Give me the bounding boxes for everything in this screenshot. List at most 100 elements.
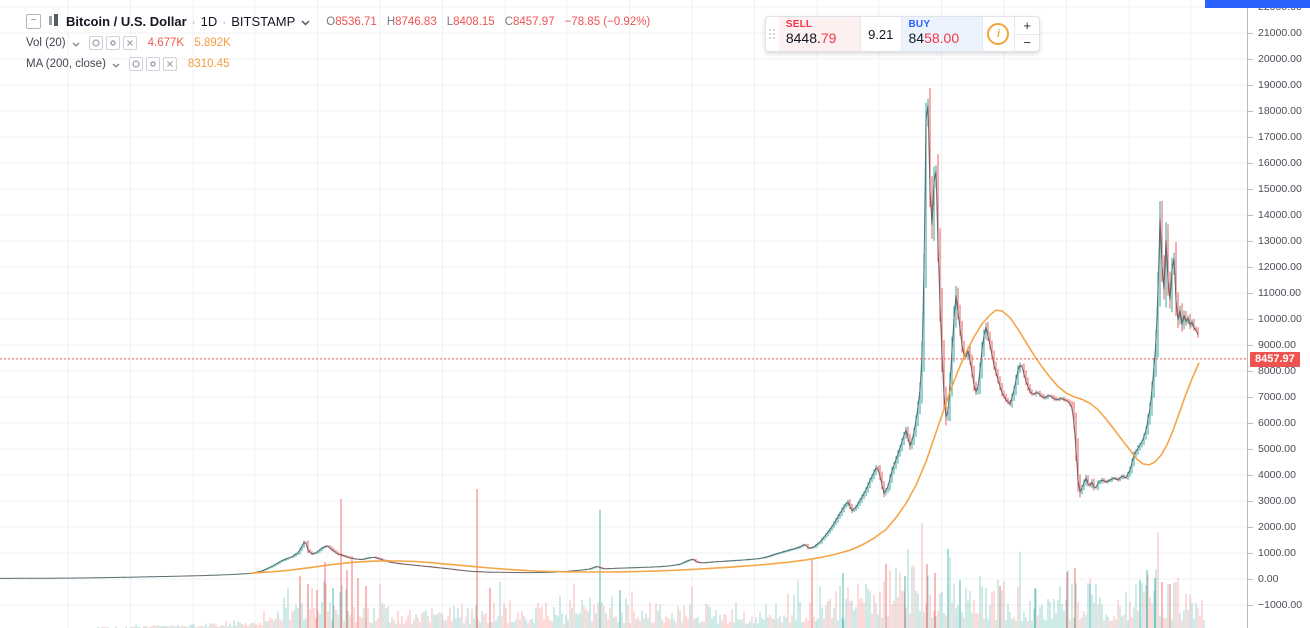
indicator-delete-icon[interactable] (162, 56, 177, 71)
sell-price: 8448.79 (785, 30, 837, 46)
price-tick-label: 5000.00 (1258, 443, 1296, 455)
ma-dropdown-caret-icon[interactable] (112, 55, 120, 73)
volume-indicator-actions (88, 35, 140, 50)
volume-ma-value: 5.892K (194, 36, 231, 49)
price-tick-label: 1000.00 (1258, 547, 1296, 559)
price-tick-label: 0.00 (1258, 573, 1279, 585)
indicator-settings-icon[interactable] (145, 56, 160, 71)
price-tick-label: 15000.00 (1258, 183, 1302, 195)
interval-label: 1D (200, 14, 218, 29)
open-label: O (326, 15, 336, 28)
price-tick-mark (1248, 241, 1253, 242)
price-tick-label: 20000.00 (1258, 53, 1302, 65)
volume-value: 4.677K (147, 36, 185, 49)
price-tick-mark (1248, 111, 1253, 112)
spread-value: 9.21 (860, 17, 901, 51)
sell-button[interactable]: SELL 8448.79 (778, 17, 860, 51)
price-tick-mark (1248, 345, 1253, 346)
price-tick-mark (1248, 137, 1253, 138)
decrease-quantity-button[interactable]: − (1023, 35, 1031, 51)
price-tick-label: 4000.00 (1258, 469, 1296, 481)
price-tick-mark (1248, 553, 1253, 554)
buy-sell-widget: SELL 8448.79 9.21 BUY 8458.00 i + − (765, 16, 1040, 52)
close-label: C (504, 15, 514, 28)
price-tick-mark (1248, 189, 1253, 190)
price-tick-mark (1248, 215, 1253, 216)
close-value: 8457.97 (513, 15, 555, 28)
symbol-title: Bitcoin / U.S. Dollar (66, 14, 187, 29)
high-value: 8746.83 (395, 15, 437, 28)
price-tick-label: 6000.00 (1258, 417, 1296, 429)
sell-label: SELL (785, 19, 813, 30)
price-tick-label: 18000.00 (1258, 105, 1302, 117)
indicator-delete-icon[interactable] (122, 35, 137, 50)
price-tick-mark (1248, 371, 1253, 372)
quantity-stepper: + − (1014, 17, 1039, 51)
change-value: −78.85 (−0.92%) (564, 15, 651, 28)
price-tick-mark (1248, 33, 1253, 34)
symbol-logo-icon (48, 13, 60, 31)
price-tick-label: 13000.00 (1258, 235, 1302, 247)
price-tick-mark (1248, 475, 1253, 476)
symbol-legend-row[interactable]: − Bitcoin / U.S. Dollar · 1D · BITSTAMP … (26, 11, 650, 32)
price-tick-mark (1248, 501, 1253, 502)
separator-dot: · (222, 14, 227, 29)
price-tick-label: 17000.00 (1258, 131, 1302, 143)
indicator-settings-icon[interactable] (105, 35, 120, 50)
low-label: L (446, 15, 454, 28)
price-tick-label: 7000.00 (1258, 391, 1296, 403)
ma-indicator-actions (128, 56, 180, 71)
widget-drag-handle[interactable] (766, 17, 779, 51)
price-tick-mark (1248, 605, 1253, 606)
volume-dropdown-caret-icon[interactable] (72, 34, 80, 52)
top-blue-bar (1205, 0, 1310, 8)
price-tick-mark (1248, 293, 1253, 294)
high-label: H (386, 15, 396, 28)
buy-price: 8458.00 (908, 30, 960, 46)
low-value: 8408.15 (453, 15, 495, 28)
trade-info-button[interactable]: i (981, 17, 1015, 51)
open-value: 8536.71 (335, 15, 377, 28)
price-tick-label: 14000.00 (1258, 209, 1302, 221)
symbol-dropdown-caret-icon[interactable] (301, 13, 310, 31)
separator-dot: · (191, 14, 196, 29)
volume-indicator-label: Vol (20) (26, 36, 66, 49)
current-price-tag: 8457.97 (1250, 352, 1300, 367)
price-tick-label: 19000.00 (1258, 79, 1302, 91)
price-tick-mark (1248, 423, 1253, 424)
indicator-visibility-icon[interactable] (128, 56, 143, 71)
price-tick-label: 9000.00 (1258, 339, 1296, 351)
price-tick-label: 3000.00 (1258, 495, 1296, 507)
price-tick-mark (1248, 267, 1253, 268)
ma-value: 8310.45 (187, 57, 230, 70)
buy-label: BUY (908, 19, 931, 30)
price-tick-label: 21000.00 (1258, 27, 1302, 39)
price-tick-mark (1248, 397, 1253, 398)
ma-indicator-label: MA (200, close) (26, 57, 106, 70)
price-tick-mark (1248, 163, 1253, 164)
price-tick-mark (1248, 527, 1253, 528)
chart-canvas[interactable] (0, 0, 1247, 628)
price-tick-label: 2000.00 (1258, 521, 1296, 533)
price-tick-label: 16000.00 (1258, 157, 1302, 169)
price-tick-label: −1000.00 (1258, 599, 1303, 611)
ohlc-values: O8536.71 H8746.83 L8408.15 C8457.97 −78.… (326, 16, 650, 28)
price-tick-label: 12000.00 (1258, 261, 1302, 273)
price-tick-mark (1248, 59, 1253, 60)
price-tick-mark (1248, 449, 1253, 450)
price-tick-mark (1248, 85, 1253, 86)
buy-button[interactable]: BUY 8458.00 (900, 17, 982, 51)
collapse-legend-icon[interactable]: − (26, 14, 41, 29)
price-tick-mark (1248, 319, 1253, 320)
price-tick-label: 8000.00 (1258, 365, 1296, 377)
ma-indicator-row[interactable]: MA (200, close) 8310.45 (26, 53, 650, 74)
exchange-label: BITSTAMP (231, 14, 296, 29)
price-axis[interactable]: 22000.0021000.0020000.0019000.0018000.00… (1247, 0, 1310, 628)
volume-indicator-row[interactable]: Vol (20) 4.677K 5.892K (26, 32, 650, 53)
price-tick-label: 11000.00 (1258, 287, 1302, 299)
price-tick-mark (1248, 579, 1253, 580)
price-tick-label: 10000.00 (1258, 313, 1302, 325)
increase-quantity-button[interactable]: + (1015, 17, 1039, 35)
indicator-visibility-icon[interactable] (88, 35, 103, 50)
